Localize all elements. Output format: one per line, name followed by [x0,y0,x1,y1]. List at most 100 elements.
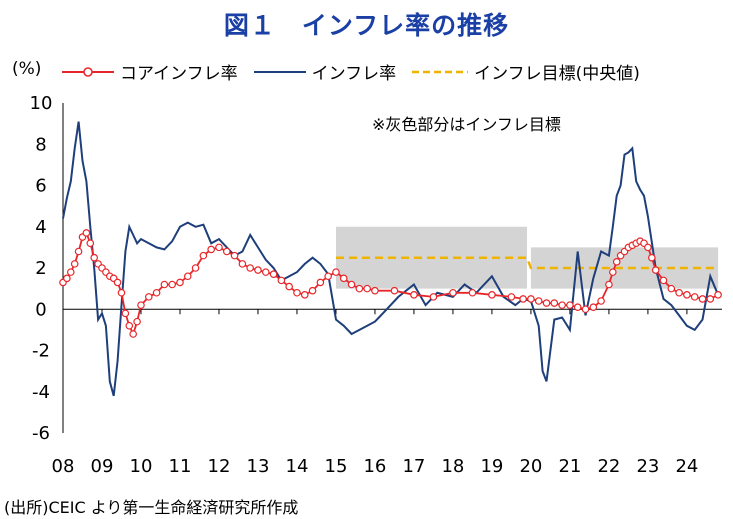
core-inflation-point [300,291,309,299]
core-inflation-point [183,272,192,281]
core-inflation-point [261,268,270,276]
x-tick-label: 15 [325,456,348,477]
y-tick-label: 2 [35,258,46,279]
core-inflation-point [527,295,535,303]
core-inflation-point [332,268,340,276]
core-inflation-point [215,243,223,252]
core-series-layer [59,229,722,338]
core-inflation-point [160,280,169,289]
core-inflation-point [597,297,605,305]
legend-core-swatch [62,66,114,77]
core-inflation-point [191,264,200,272]
x-tick-label: 09 [91,456,114,477]
core-inflation-point [347,280,356,289]
x-tick-label: 18 [441,456,464,477]
core-inflation-point [355,284,364,293]
core-inflation-point [519,295,527,303]
y-tick-label: 10 [30,93,53,114]
core-inflation-point [675,288,683,297]
y-tick-label: 6 [35,176,46,197]
x-tick-label: 10 [130,456,153,477]
legend-target-label: インフレ目標(中央値) [474,64,640,84]
core-inflation-point [507,293,516,301]
core-inflation-point [698,295,707,303]
core-inflation-point [581,305,590,314]
x-tick-label: 23 [636,456,659,477]
core-inflation-point [589,303,598,311]
core-inflation-point [651,266,660,274]
core-inflation-point [339,274,348,283]
core-inflation-point [659,276,668,285]
core-inflation-point [176,278,184,287]
core-inflation-point [133,317,141,326]
core-inflation-point [488,291,496,299]
x-tick-label: 21 [558,456,581,477]
x-tick-label: 16 [363,456,386,477]
y-unit-label: (%) [12,59,42,79]
core-inflation-point [609,268,617,276]
legend-headline-swatch [253,70,306,73]
core-inflation-point [285,282,293,291]
core-inflation-point [63,274,71,283]
x-tick-label: 20 [519,456,542,477]
core-inflation-point [410,291,418,299]
core-inflation-point [690,293,699,301]
core-inflation-point [293,288,301,297]
x-tick-label: 19 [480,456,503,477]
legend-target-swatch [412,70,469,73]
y-tick-label: 8 [35,134,46,155]
core-inflation-point [550,299,559,307]
core-inflation-point [714,291,722,299]
core-inflation-point [371,286,379,295]
legend-core-label: コアインフレ率 [120,64,238,84]
core-inflation-point [706,295,715,303]
headline-series-layer [62,121,720,397]
x-tick-label: 12 [208,456,231,477]
core-inflation-point [390,286,399,295]
core-inflation-point [277,276,286,285]
core-inflation-point [612,258,621,266]
core-inflation-point [168,280,176,289]
target-median-line [336,256,719,270]
y-tick-label: -4 [32,382,50,403]
core-inflation-point [222,247,231,256]
core-inflation-point [86,239,95,248]
core-inflation-point [207,245,215,254]
legend-item-headline: インフレ率 [253,59,397,84]
headline-inflation-line [62,121,720,397]
x-tick-label: 08 [52,456,75,477]
core-inflation-point [542,299,551,307]
x-tick-label: 11 [169,456,192,477]
x-tick-label: 14 [286,456,309,477]
y-tick-label: 0 [35,299,46,320]
core-inflation-point [308,286,317,295]
chart-title: 図１ インフレ率の推移 [223,11,510,40]
core-inflation-point [566,301,574,309]
core-inflation-point [667,284,676,293]
core-inflation-point [144,293,153,301]
core-inflation-point [316,278,325,287]
core-inflation-point [573,303,582,311]
core-inflation-point [534,297,543,305]
core-inflation-point [90,253,98,262]
core-inflation-point [605,280,613,289]
core-inflation-point [644,243,652,252]
core-inflation-point [449,288,457,297]
core-inflation-point [246,264,254,272]
y-tick-label: -2 [32,341,50,362]
core-inflation-point [125,321,134,330]
core-inflation-point [66,268,75,276]
core-inflation-point [648,253,656,262]
core-inflation-point [429,293,438,301]
legend-item-target: インフレ目標(中央値) [412,59,640,84]
core-inflation-point [121,309,130,318]
source-note: (出所)CEIC より第一生命経済研究所作成 [4,498,299,517]
y-tick-label: -6 [32,423,50,444]
core-inflation-point [254,266,262,274]
legend-item-core: コアインフレ率 [62,59,238,84]
core-inflation-point [129,330,137,338]
legend-headline-label: インフレ率 [311,64,397,84]
core-inflation-point [363,284,371,293]
